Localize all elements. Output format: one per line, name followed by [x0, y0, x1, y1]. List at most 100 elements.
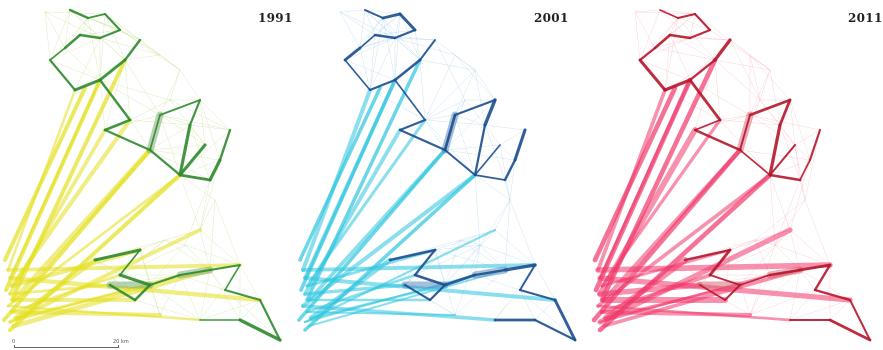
- backbone-link: [208, 158, 222, 182]
- web-link: [829, 299, 851, 321]
- web-link: [634, 9, 661, 13]
- web-link: [184, 244, 241, 266]
- fan-flow: [303, 276, 557, 302]
- web-link: [799, 179, 806, 201]
- web-link: [494, 264, 536, 321]
- fan-flow: [3, 86, 87, 262]
- backbone-link: [638, 46, 657, 62]
- web-link: [794, 129, 821, 146]
- web-link: [99, 37, 161, 56]
- web-link: [139, 239, 166, 251]
- web-link: [119, 29, 161, 56]
- backbone-link: [768, 143, 797, 177]
- web-link: [199, 179, 211, 231]
- web-link: [364, 9, 401, 15]
- web-link: [339, 11, 376, 36]
- web-link: [779, 124, 796, 146]
- backbone-link: [393, 28, 417, 40]
- web-link: [159, 69, 181, 116]
- backbone-link: [98, 58, 127, 82]
- web-link: [534, 299, 556, 321]
- web-link: [769, 159, 811, 176]
- web-link: [79, 13, 106, 36]
- web-link: [99, 79, 161, 116]
- backbone-link: [108, 283, 137, 302]
- scale-end-label: 20 km: [113, 339, 129, 345]
- backbone-link: [119, 249, 141, 276]
- backbone-link: [473, 268, 507, 277]
- backbone-link: [688, 78, 722, 122]
- fan-flow: [2, 148, 152, 322]
- backbone-link: [473, 123, 487, 177]
- web-link: [639, 59, 691, 81]
- web-link: [749, 69, 771, 116]
- backbone-link: [209, 264, 241, 271]
- fan-flow: [7, 275, 263, 303]
- web-link: [794, 144, 801, 181]
- backbone-link: [474, 144, 501, 176]
- web-link: [394, 37, 421, 61]
- flow-map-svg-2011: [591, 9, 872, 342]
- backbone-link: [739, 114, 751, 151]
- web-link: [374, 29, 416, 36]
- backbone-link: [98, 28, 122, 40]
- backbone-link: [103, 118, 132, 132]
- web-link: [454, 114, 486, 126]
- web-link: [44, 11, 51, 61]
- fan-flow: [298, 86, 382, 262]
- backbone-link: [513, 128, 527, 162]
- web-link: [689, 37, 731, 41]
- web-link: [129, 99, 171, 121]
- web-link: [87, 17, 121, 31]
- web-link: [504, 199, 511, 271]
- backbone-link: [443, 273, 477, 287]
- web-link: [639, 37, 691, 61]
- backbone-link: [739, 274, 771, 286]
- backbone-link: [48, 58, 77, 92]
- backbone-link: [553, 298, 577, 342]
- web-link: [99, 37, 126, 61]
- fan-flow: [599, 57, 718, 303]
- fan-flow: [299, 78, 397, 292]
- backbone-link: [663, 78, 692, 92]
- web-link: [639, 17, 679, 61]
- web-link: [789, 159, 811, 231]
- web-link: [119, 244, 186, 276]
- year-label-2011: 2011: [848, 11, 883, 25]
- web-link: [134, 299, 201, 321]
- web-link: [639, 9, 661, 61]
- backbone-link: [828, 318, 872, 342]
- fan-flow: [4, 78, 102, 292]
- backbone-link: [103, 12, 122, 32]
- web-link: [719, 119, 771, 176]
- web-link: [434, 39, 466, 101]
- backbone-link: [218, 128, 232, 162]
- fan-flow: [305, 58, 422, 302]
- fan-flow: [591, 147, 743, 323]
- backbone-link: [363, 8, 385, 20]
- web-link: [179, 174, 216, 201]
- web-link: [44, 11, 101, 39]
- fan-flow: [307, 268, 507, 328]
- web-link: [382, 17, 396, 81]
- web-link: [464, 99, 486, 126]
- backbone-link: [87, 13, 106, 19]
- web-link: [64, 17, 89, 49]
- web-link: [677, 17, 716, 61]
- web-link: [474, 274, 521, 291]
- web-link: [474, 174, 481, 246]
- fan-flow: [597, 172, 773, 333]
- fan-flow: [592, 85, 678, 263]
- backbone-link: [178, 123, 192, 177]
- web-link: [509, 199, 536, 266]
- web-link: [789, 299, 851, 321]
- web-link: [669, 34, 691, 81]
- web-link: [382, 17, 421, 61]
- web-link: [79, 29, 121, 36]
- backbone-link: [238, 318, 282, 342]
- web-link: [759, 69, 771, 101]
- web-link: [159, 114, 181, 176]
- web-link: [99, 79, 171, 101]
- web-link: [659, 9, 696, 15]
- web-link: [804, 129, 821, 201]
